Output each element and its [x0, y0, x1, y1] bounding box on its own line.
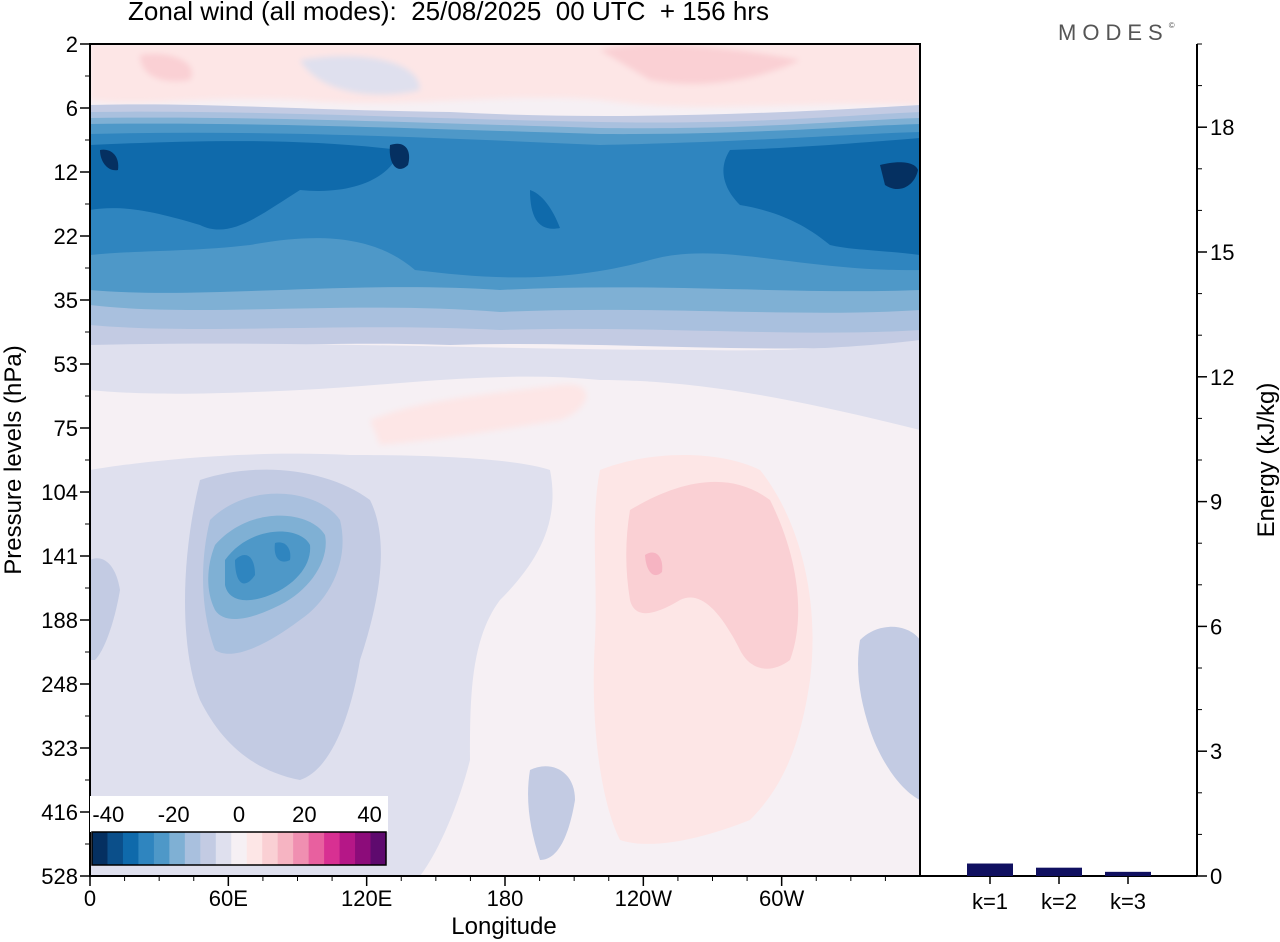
contour-field [90, 44, 920, 876]
colorbar-swatch [293, 832, 310, 865]
longitude-tick-label: 60E [209, 886, 248, 911]
energy-tick-label: 18 [1210, 115, 1234, 140]
longitude-axis: 0 60E 120E 180 120W 60W [84, 876, 886, 911]
energy-tick-label: 6 [1210, 614, 1222, 639]
longitude-axis-label: Longitude [451, 913, 556, 940]
colorbar-label-background [90, 796, 388, 832]
longitude-tick-label: 120W [615, 886, 673, 911]
colorbar-tick-label: -20 [158, 802, 190, 827]
pressure-tick-label: 188 [41, 608, 78, 633]
colorbar-swatch [153, 832, 170, 865]
colorbar-swatch [370, 832, 387, 865]
colorbar-swatch [122, 832, 139, 865]
pressure-tick-label: 528 [41, 864, 78, 889]
colorbar-swatch [308, 832, 325, 865]
colorbar-frame [91, 831, 387, 866]
colorbar-swatch [215, 832, 232, 865]
energy-tick-label: 9 [1210, 490, 1222, 515]
energy-category-label: k=2 [1041, 889, 1077, 914]
energy-tick-label: 12 [1210, 365, 1234, 390]
copyright-mark: © [1168, 20, 1175, 30]
colorbar-swatch [231, 832, 248, 865]
energy-category-label: k=1 [972, 889, 1008, 914]
colorbar-tick-label: -40 [92, 802, 124, 827]
energy-tick-label: 3 [1210, 739, 1222, 764]
colorbar-swatch [355, 832, 372, 865]
colorbar-tick-label: 40 [357, 802, 381, 827]
longitude-tick-label: 120E [341, 886, 392, 911]
energy-bar [1105, 871, 1151, 876]
colorbar-swatch [339, 832, 356, 865]
pressure-tick-label: 22 [54, 224, 78, 249]
pressure-tick-label: 248 [41, 672, 78, 697]
pressure-tick-label: 323 [41, 736, 78, 761]
modes-logo: MODES© [1058, 20, 1175, 46]
pressure-tick-label: 141 [41, 544, 78, 569]
energy-tick-label: 0 [1210, 864, 1222, 889]
colorbar-swatch [138, 832, 155, 865]
energy-tick-label: 15 [1210, 240, 1234, 265]
energy-category-label: k=3 [1110, 889, 1146, 914]
colorbar: -40 -20 0 20 40 [90, 796, 388, 866]
longitude-tick-label: 0 [84, 886, 96, 911]
energy-axis: 0 3 6 9 12 15 18 [1197, 43, 1234, 889]
pressure-axis-label: Pressure levels (hPa) [0, 345, 27, 574]
energy-bar [1036, 867, 1082, 876]
colorbar-swatch [169, 832, 186, 865]
energy-axis-label: Energy (kJ/kg) [1253, 383, 1280, 538]
pressure-axis: 2 6 12 22 35 53 75 104 141 188 248 323 416 528 [41, 32, 90, 889]
pressure-tick-label: 53 [54, 352, 78, 377]
energy-bar [967, 863, 1013, 876]
colorbar-swatch [200, 832, 217, 865]
chart-title: Zonal wind (all modes): 25/08/2025 00 UT… [128, 0, 769, 26]
pressure-tick-label: 6 [66, 96, 78, 121]
pressure-tick-label: 2 [66, 32, 78, 57]
energy-category-labels: k=1 k=2 k=3 [972, 876, 1146, 914]
colorbar-tick-label: 0 [233, 802, 245, 827]
colorbar-swatch [246, 832, 263, 865]
colorbar-swatch [277, 832, 294, 865]
logo-text: MODES [1058, 20, 1169, 45]
pressure-tick-label: 12 [54, 160, 78, 185]
pressure-tick-label: 35 [54, 288, 78, 313]
colorbar-tick-label: 20 [292, 802, 316, 827]
pressure-tick-label: 75 [54, 416, 78, 441]
energy-bars [967, 863, 1151, 876]
colorbar-swatch [107, 832, 124, 865]
longitude-tick-label: 180 [487, 886, 524, 911]
colorbar-swatch [184, 832, 201, 865]
pressure-tick-label: 416 [41, 800, 78, 825]
pressure-tick-label: 104 [41, 480, 78, 505]
longitude-tick-label: 60W [759, 886, 804, 911]
colorbar-swatch [92, 832, 108, 865]
colorbar-swatch [262, 832, 279, 865]
colorbar-swatch [324, 832, 341, 865]
